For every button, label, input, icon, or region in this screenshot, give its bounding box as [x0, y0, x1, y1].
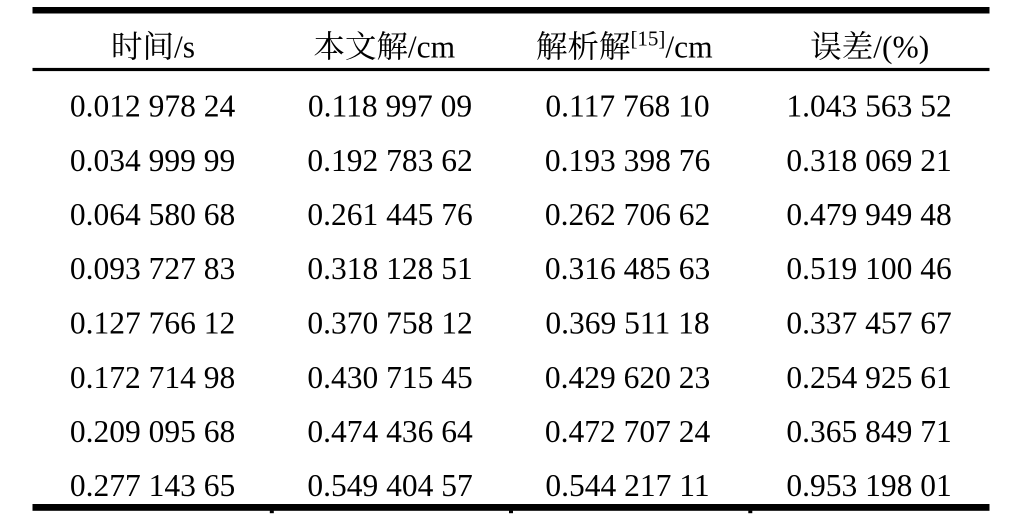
svg-text:0.093 727 83: 0.093 727 83: [70, 251, 235, 286]
svg-text:0.254 925 61: 0.254 925 61: [786, 360, 951, 395]
svg-text:0.472 707 24: 0.472 707 24: [545, 414, 711, 449]
svg-text:0.012 978 24: 0.012 978 24: [70, 89, 236, 124]
svg-text:/s: /s: [174, 30, 195, 65]
svg-text:0.318 128 51: 0.318 128 51: [307, 251, 472, 286]
svg-text:0.209 095 68: 0.209 095 68: [70, 414, 235, 449]
svg-text:/(%): /(%): [873, 30, 929, 65]
svg-text:0.172 714 98: 0.172 714 98: [70, 360, 235, 395]
svg-text:/cm: /cm: [665, 30, 713, 65]
svg-text:0.277 143 65: 0.277 143 65: [70, 468, 235, 503]
svg-text:0.064 580 68: 0.064 580 68: [70, 197, 235, 232]
svg-text:0.429 620 23: 0.429 620 23: [545, 360, 710, 395]
svg-text:0.519 100 46: 0.519 100 46: [786, 251, 951, 286]
svg-text:0.118 997 09: 0.118 997 09: [308, 89, 472, 124]
svg-text:0.261 445 76: 0.261 445 76: [307, 197, 472, 232]
svg-text:0.549 404 57: 0.549 404 57: [307, 468, 472, 503]
svg-text:0.474 436 64: 0.474 436 64: [307, 414, 473, 449]
svg-text:/cm: /cm: [408, 30, 456, 65]
svg-text:0.318 069 21: 0.318 069 21: [786, 143, 951, 178]
svg-text:0.370 758 12: 0.370 758 12: [307, 306, 472, 341]
svg-text:0.262 706 62: 0.262 706 62: [545, 197, 710, 232]
svg-text:0.127 766 12: 0.127 766 12: [70, 306, 235, 341]
svg-text:0.544 217 11: 0.544 217 11: [545, 468, 709, 503]
svg-text:[15]: [15]: [630, 27, 665, 51]
svg-text:0.365 849 71: 0.365 849 71: [786, 414, 951, 449]
svg-text:0.953 198 01: 0.953 198 01: [786, 468, 951, 503]
svg-text:0.430 715 45: 0.430 715 45: [307, 360, 472, 395]
svg-text:0.479 949 48: 0.479 949 48: [786, 197, 951, 232]
svg-text:0.369 511 18: 0.369 511 18: [545, 306, 709, 341]
svg-text:0.337 457 67: 0.337 457 67: [786, 306, 951, 341]
svg-text:0.193 398 76: 0.193 398 76: [545, 143, 710, 178]
svg-text:1.043 563 52: 1.043 563 52: [786, 89, 951, 124]
svg-text:0.192 783 62: 0.192 783 62: [307, 143, 472, 178]
svg-text:0.034 999 99: 0.034 999 99: [70, 143, 235, 178]
svg-text:0.117 768 10: 0.117 768 10: [545, 89, 709, 124]
svg-text:0.316 485 63: 0.316 485 63: [545, 251, 710, 286]
